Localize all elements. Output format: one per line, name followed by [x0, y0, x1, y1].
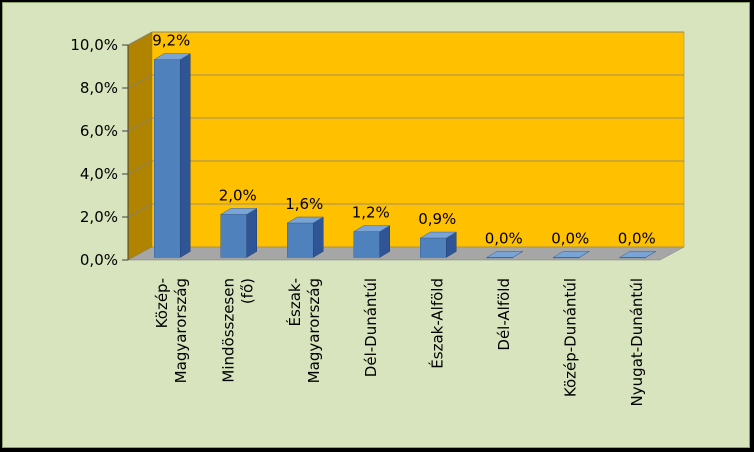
- gridline: [127, 160, 684, 175]
- category-label-line: Észak-Alföld: [427, 278, 446, 369]
- gridline: [127, 74, 684, 89]
- category-label: Észak-Alföld: [427, 278, 446, 369]
- bar-top: [352, 225, 391, 232]
- bar: [552, 251, 591, 259]
- data-label: 0,0%: [485, 229, 523, 247]
- data-label: 2,0%: [219, 186, 257, 204]
- category-label-line: Észak-: [285, 278, 304, 326]
- bar-top: [153, 53, 192, 60]
- side-wall: [127, 31, 153, 261]
- bar-top: [618, 251, 657, 258]
- category-label-line: Nyugat-Dunántúl: [628, 278, 646, 406]
- bar: [485, 251, 524, 259]
- bar-front: [287, 222, 314, 258]
- bar-front: [154, 59, 181, 258]
- y-tick-label: 8,0%: [80, 79, 118, 97]
- data-label: 1,2%: [352, 204, 390, 222]
- y-tick-label: 2,0%: [80, 208, 118, 226]
- category-label: Nyugat-Dunántúl: [628, 278, 646, 406]
- chart-frame: 0,0% 2,0% 4,0% 6,0% 8,0% 10,0% 9,2% Közép-Magya…: [2, 2, 750, 448]
- bar-top: [485, 251, 524, 258]
- category-label: Közép-Dunántúl: [561, 278, 579, 397]
- bar: [219, 207, 258, 258]
- bar: [419, 231, 458, 258]
- gridline: [127, 117, 684, 132]
- category-label-line: Dél-Dunántúl: [362, 278, 380, 377]
- category-label-line: Dél-Alföld: [495, 278, 513, 351]
- category-label-line: Magyarország: [305, 278, 323, 383]
- category-label: Mindösszesen(fő): [219, 278, 256, 383]
- bar-top: [419, 231, 458, 239]
- data-label: 0,9%: [418, 210, 456, 228]
- y-tick-label: 10,0%: [70, 36, 118, 54]
- bar-chart: 0,0%2,0%4,0%6,0%8,0%10,0% 9,2%Közép-Magya…: [70, 31, 685, 406]
- category-label: Észak-Magyarország: [285, 278, 323, 383]
- bar-side: [180, 53, 191, 258]
- category-label-line: (fő): [238, 278, 256, 304]
- data-label: 0,0%: [618, 229, 656, 247]
- floor: [127, 246, 685, 261]
- category-label: Közép-Magyarország: [153, 278, 190, 383]
- category-label-line: Mindösszesen: [219, 278, 237, 383]
- category-label: Dél-Dunántúl: [362, 278, 380, 377]
- data-label: 1,6%: [285, 195, 323, 213]
- category-label-line: Közép-: [153, 278, 171, 328]
- bar: [352, 225, 391, 258]
- gridline: [127, 203, 684, 218]
- bar-front: [220, 214, 247, 258]
- bar-top: [552, 251, 591, 258]
- bar-side: [246, 207, 257, 258]
- bar: [153, 53, 192, 258]
- bar-top: [286, 216, 325, 224]
- category-label-line: Közép-Dunántúl: [561, 278, 579, 397]
- category-label: Dél-Alföld: [495, 278, 513, 351]
- bar: [618, 251, 657, 259]
- data-label: 9,2%: [152, 32, 190, 50]
- bar: [286, 216, 325, 258]
- bar-front: [420, 237, 447, 258]
- gridline: [127, 31, 684, 46]
- data-label: 0,0%: [551, 229, 589, 247]
- bar-side: [313, 216, 324, 258]
- y-tick-label: 6,0%: [80, 122, 118, 140]
- y-tick-label: 0,0%: [80, 251, 118, 269]
- bar-top: [219, 208, 258, 215]
- bar-front: [353, 231, 380, 258]
- category-label-line: Magyarország: [172, 278, 190, 383]
- y-tick-label: 4,0%: [80, 165, 118, 183]
